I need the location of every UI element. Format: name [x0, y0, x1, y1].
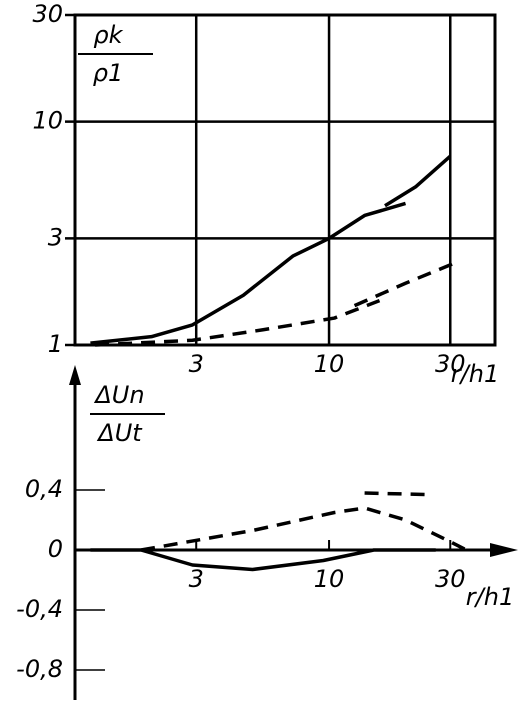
y-label-denominator: ΔUt: [96, 419, 143, 447]
data-line: [90, 201, 407, 345]
y-tick-label: 3: [48, 223, 63, 251]
data-line: [364, 491, 426, 497]
y-tick-label: -0,8: [16, 655, 63, 683]
data-line: [140, 506, 468, 552]
x-axis-arrow: [490, 543, 518, 557]
x-tick-label: 10: [314, 565, 345, 593]
x-label: r/h1: [466, 583, 514, 611]
y-tick-label: -0,4: [16, 595, 63, 623]
y-label-numerator: ΔUn: [93, 381, 144, 409]
y-tick-label: 30: [32, 0, 63, 28]
y-tick-label: 10: [32, 107, 63, 135]
plot-frame: [73, 13, 497, 347]
data-line: [353, 260, 457, 308]
data-line: [384, 154, 452, 208]
x-tick-label: 3: [189, 565, 204, 593]
y-label-numerator: ρk: [93, 21, 123, 49]
y-tick-label: 1: [48, 330, 63, 358]
y-axis-arrow: [69, 365, 81, 385]
x-tick-label: 30: [435, 565, 466, 593]
y-label-denominator: ρ1: [93, 59, 124, 87]
x-label: r/h1: [451, 360, 499, 388]
data-line: [90, 548, 436, 572]
x-tick-label: 3: [189, 350, 204, 378]
data-line: [95, 298, 381, 347]
y-tick-label: 0,4: [25, 475, 63, 503]
x-tick-label: 30: [435, 350, 466, 378]
x-tick-label: 10: [314, 350, 345, 378]
y-tick-label: 0: [48, 535, 63, 563]
